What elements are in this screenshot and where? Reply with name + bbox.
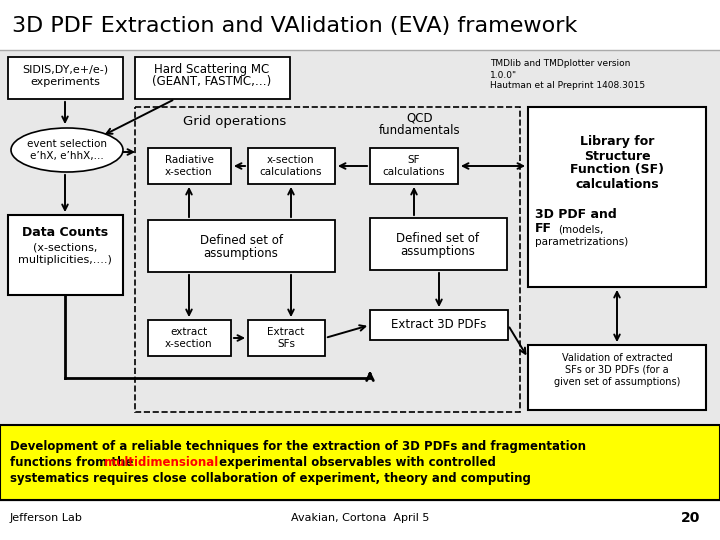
Text: Hautman et al Preprint 1408.3015: Hautman et al Preprint 1408.3015 — [490, 82, 645, 91]
Text: (GEANT, FASTMC,…): (GEANT, FASTMC,…) — [153, 76, 271, 89]
Bar — [148, 220, 335, 272]
Text: multidimensional: multidimensional — [104, 456, 218, 469]
Text: SFs: SFs — [277, 339, 295, 349]
Text: x-section: x-section — [165, 167, 213, 177]
Text: calculations: calculations — [260, 167, 323, 177]
Text: event selection: event selection — [27, 139, 107, 149]
Text: e’hX, e’hhX,...: e’hX, e’hhX,... — [30, 151, 104, 161]
Bar — [528, 345, 706, 410]
Text: assumptions: assumptions — [400, 246, 475, 259]
Bar — [528, 107, 706, 287]
Bar — [248, 320, 325, 356]
Text: 1.0.0": 1.0.0" — [490, 71, 517, 79]
Text: Radiative: Radiative — [165, 155, 213, 165]
Text: Structure: Structure — [584, 150, 650, 163]
Text: Extract 3D PDFs: Extract 3D PDFs — [391, 319, 487, 332]
Text: calculations: calculations — [383, 167, 445, 177]
Text: 3D PDF and: 3D PDF and — [535, 208, 617, 221]
Bar — [248, 148, 335, 184]
Bar — [0, 50, 720, 475]
Text: experiments: experiments — [30, 77, 100, 87]
Text: TMDlib and TMDplotter version: TMDlib and TMDplotter version — [490, 59, 631, 69]
Text: x-section: x-section — [267, 155, 315, 165]
Text: (x-sections,: (x-sections, — [33, 242, 97, 252]
Text: Hard Scattering MC: Hard Scattering MC — [154, 63, 269, 76]
Text: 20: 20 — [680, 511, 700, 525]
Bar — [370, 218, 507, 270]
Text: x-section: x-section — [165, 339, 213, 349]
Text: Defined set of: Defined set of — [199, 233, 282, 246]
Ellipse shape — [11, 128, 123, 172]
Text: Data Counts: Data Counts — [22, 226, 108, 239]
Text: assumptions: assumptions — [204, 247, 279, 260]
Bar — [8, 215, 123, 295]
Text: Avakian, Cortona  April 5: Avakian, Cortona April 5 — [291, 513, 429, 523]
Bar — [135, 107, 520, 412]
Text: QCD: QCD — [407, 111, 433, 125]
Text: parametrizations): parametrizations) — [535, 237, 629, 247]
Bar — [148, 320, 231, 356]
Text: FF: FF — [535, 222, 552, 235]
Bar — [8, 57, 123, 99]
Text: 3D PDF Extraction and VAlidation (EVA) framework: 3D PDF Extraction and VAlidation (EVA) f… — [12, 16, 577, 36]
Text: Library for: Library for — [580, 136, 654, 148]
Text: multiplicities,….): multiplicities,….) — [18, 255, 112, 265]
Bar — [0, 0, 720, 50]
Bar — [0, 500, 720, 540]
Text: systematics requires close collaboration of experiment, theory and computing: systematics requires close collaboration… — [10, 472, 531, 485]
Text: Development of a reliable techniques for the extraction of 3D PDFs and fragmenta: Development of a reliable techniques for… — [10, 440, 586, 453]
Text: Grid operations: Grid operations — [184, 116, 287, 129]
Text: calculations: calculations — [575, 178, 659, 191]
Text: Defined set of: Defined set of — [397, 232, 480, 245]
Text: Extract: Extract — [267, 327, 305, 337]
Text: Jefferson Lab: Jefferson Lab — [10, 513, 83, 523]
Text: SIDIS,DY,e+/e-): SIDIS,DY,e+/e-) — [22, 64, 108, 74]
Text: (models,: (models, — [558, 224, 603, 234]
Text: given set of assumptions): given set of assumptions) — [554, 377, 680, 387]
Text: Validation of extracted: Validation of extracted — [562, 353, 672, 363]
Text: Function (SF): Function (SF) — [570, 164, 664, 177]
Text: extract: extract — [171, 327, 207, 337]
Bar — [135, 57, 290, 99]
Bar — [148, 148, 231, 184]
Text: functions from the: functions from the — [10, 456, 138, 469]
Text: fundamentals: fundamentals — [379, 124, 461, 137]
Text: SF: SF — [408, 155, 420, 165]
Text: SFs or 3D PDFs (for a: SFs or 3D PDFs (for a — [565, 365, 669, 375]
Bar — [0, 425, 720, 500]
Text: experimental observables with controlled: experimental observables with controlled — [215, 456, 496, 469]
Bar — [370, 310, 508, 340]
Bar — [370, 148, 458, 184]
